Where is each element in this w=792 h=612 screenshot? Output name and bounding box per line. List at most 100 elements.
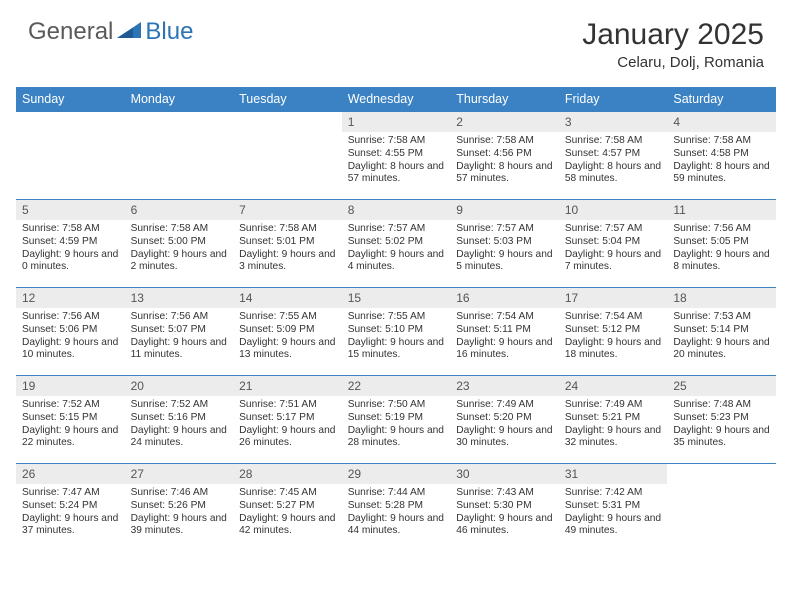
day-details: Sunrise: 7:44 AMSunset: 5:28 PMDaylight:… (342, 484, 451, 542)
day-details: Sunrise: 7:52 AMSunset: 5:16 PMDaylight:… (125, 396, 234, 454)
calendar-day-cell: 27Sunrise: 7:46 AMSunset: 5:26 PMDayligh… (125, 464, 234, 552)
calendar-week-row: 19Sunrise: 7:52 AMSunset: 5:15 PMDayligh… (16, 376, 776, 464)
dayname-header: Sunday (16, 87, 125, 112)
calendar-day-cell: 18Sunrise: 7:53 AMSunset: 5:14 PMDayligh… (667, 288, 776, 376)
calendar-day-cell: 1Sunrise: 7:58 AMSunset: 4:55 PMDaylight… (342, 112, 451, 200)
calendar-day-cell: 11Sunrise: 7:56 AMSunset: 5:05 PMDayligh… (667, 200, 776, 288)
calendar-day-cell (125, 112, 234, 200)
calendar-day-cell: 31Sunrise: 7:42 AMSunset: 5:31 PMDayligh… (559, 464, 668, 552)
day-number: 15 (342, 288, 451, 308)
day-details: Sunrise: 7:52 AMSunset: 5:15 PMDaylight:… (16, 396, 125, 454)
calendar-day-cell: 13Sunrise: 7:56 AMSunset: 5:07 PMDayligh… (125, 288, 234, 376)
day-details: Sunrise: 7:56 AMSunset: 5:06 PMDaylight:… (16, 308, 125, 366)
day-details: Sunrise: 7:42 AMSunset: 5:31 PMDaylight:… (559, 484, 668, 542)
day-number: 25 (667, 376, 776, 396)
brand-part2: Blue (145, 18, 193, 46)
dayname-header: Thursday (450, 87, 559, 112)
calendar-day-cell: 2Sunrise: 7:58 AMSunset: 4:56 PMDaylight… (450, 112, 559, 200)
calendar-day-cell: 30Sunrise: 7:43 AMSunset: 5:30 PMDayligh… (450, 464, 559, 552)
day-number: 9 (450, 200, 559, 220)
calendar-day-cell: 10Sunrise: 7:57 AMSunset: 5:04 PMDayligh… (559, 200, 668, 288)
day-number: 5 (16, 200, 125, 220)
calendar-day-cell: 6Sunrise: 7:58 AMSunset: 5:00 PMDaylight… (125, 200, 234, 288)
dayname-header: Friday (559, 87, 668, 112)
brand-part1: General (28, 18, 113, 46)
calendar-day-cell: 26Sunrise: 7:47 AMSunset: 5:24 PMDayligh… (16, 464, 125, 552)
calendar-day-cell: 12Sunrise: 7:56 AMSunset: 5:06 PMDayligh… (16, 288, 125, 376)
calendar-day-cell: 5Sunrise: 7:58 AMSunset: 4:59 PMDaylight… (16, 200, 125, 288)
day-details: Sunrise: 7:56 AMSunset: 5:05 PMDaylight:… (667, 220, 776, 278)
title-block: January 2025 Celaru, Dolj, Romania (582, 18, 764, 71)
day-details: Sunrise: 7:57 AMSunset: 5:02 PMDaylight:… (342, 220, 451, 278)
calendar-day-cell: 7Sunrise: 7:58 AMSunset: 5:01 PMDaylight… (233, 200, 342, 288)
day-details: Sunrise: 7:57 AMSunset: 5:04 PMDaylight:… (559, 220, 668, 278)
calendar-day-cell: 9Sunrise: 7:57 AMSunset: 5:03 PMDaylight… (450, 200, 559, 288)
day-details: Sunrise: 7:55 AMSunset: 5:10 PMDaylight:… (342, 308, 451, 366)
calendar-day-cell: 15Sunrise: 7:55 AMSunset: 5:10 PMDayligh… (342, 288, 451, 376)
day-number: 14 (233, 288, 342, 308)
page-title: January 2025 (582, 18, 764, 52)
calendar-table: SundayMondayTuesdayWednesdayThursdayFrid… (16, 87, 776, 552)
day-number: 8 (342, 200, 451, 220)
day-details: Sunrise: 7:58 AMSunset: 4:55 PMDaylight:… (342, 132, 451, 190)
day-number: 12 (16, 288, 125, 308)
calendar-day-cell: 3Sunrise: 7:58 AMSunset: 4:57 PMDaylight… (559, 112, 668, 200)
day-details: Sunrise: 7:55 AMSunset: 5:09 PMDaylight:… (233, 308, 342, 366)
day-details: Sunrise: 7:46 AMSunset: 5:26 PMDaylight:… (125, 484, 234, 542)
day-details: Sunrise: 7:50 AMSunset: 5:19 PMDaylight:… (342, 396, 451, 454)
day-number: 11 (667, 200, 776, 220)
calendar-day-cell: 24Sunrise: 7:49 AMSunset: 5:21 PMDayligh… (559, 376, 668, 464)
day-number: 4 (667, 112, 776, 132)
day-details: Sunrise: 7:45 AMSunset: 5:27 PMDaylight:… (233, 484, 342, 542)
day-number: 17 (559, 288, 668, 308)
calendar-day-cell: 21Sunrise: 7:51 AMSunset: 5:17 PMDayligh… (233, 376, 342, 464)
day-number: 26 (16, 464, 125, 484)
calendar-day-cell: 22Sunrise: 7:50 AMSunset: 5:19 PMDayligh… (342, 376, 451, 464)
calendar-day-cell: 23Sunrise: 7:49 AMSunset: 5:20 PMDayligh… (450, 376, 559, 464)
day-details: Sunrise: 7:58 AMSunset: 5:00 PMDaylight:… (125, 220, 234, 278)
day-number: 28 (233, 464, 342, 484)
calendar-day-cell (16, 112, 125, 200)
day-number: 20 (125, 376, 234, 396)
calendar-day-cell: 19Sunrise: 7:52 AMSunset: 5:15 PMDayligh… (16, 376, 125, 464)
day-number (233, 112, 342, 118)
day-number: 1 (342, 112, 451, 132)
calendar-day-cell: 14Sunrise: 7:55 AMSunset: 5:09 PMDayligh… (233, 288, 342, 376)
day-details: Sunrise: 7:54 AMSunset: 5:11 PMDaylight:… (450, 308, 559, 366)
day-details: Sunrise: 7:49 AMSunset: 5:20 PMDaylight:… (450, 396, 559, 454)
dayname-header: Saturday (667, 87, 776, 112)
calendar-week-row: 12Sunrise: 7:56 AMSunset: 5:06 PMDayligh… (16, 288, 776, 376)
header: General Blue January 2025 Celaru, Dolj, … (0, 0, 792, 79)
calendar-day-cell (233, 112, 342, 200)
day-details: Sunrise: 7:57 AMSunset: 5:03 PMDaylight:… (450, 220, 559, 278)
logo-triangle-icon (117, 20, 143, 45)
day-number: 30 (450, 464, 559, 484)
day-number (16, 112, 125, 118)
day-number: 19 (16, 376, 125, 396)
day-details: Sunrise: 7:58 AMSunset: 5:01 PMDaylight:… (233, 220, 342, 278)
day-number: 31 (559, 464, 668, 484)
day-number: 29 (342, 464, 451, 484)
day-details: Sunrise: 7:58 AMSunset: 4:58 PMDaylight:… (667, 132, 776, 190)
day-number: 24 (559, 376, 668, 396)
location-text: Celaru, Dolj, Romania (582, 54, 764, 71)
day-details: Sunrise: 7:58 AMSunset: 4:56 PMDaylight:… (450, 132, 559, 190)
day-number: 6 (125, 200, 234, 220)
day-details: Sunrise: 7:47 AMSunset: 5:24 PMDaylight:… (16, 484, 125, 542)
calendar-week-row: 26Sunrise: 7:47 AMSunset: 5:24 PMDayligh… (16, 464, 776, 552)
calendar-day-cell: 17Sunrise: 7:54 AMSunset: 5:12 PMDayligh… (559, 288, 668, 376)
brand-logo: General Blue (28, 18, 193, 46)
day-number (125, 112, 234, 118)
calendar-week-row: 1Sunrise: 7:58 AMSunset: 4:55 PMDaylight… (16, 112, 776, 200)
dayname-header: Wednesday (342, 87, 451, 112)
dayname-header: Tuesday (233, 87, 342, 112)
calendar-day-cell: 4Sunrise: 7:58 AMSunset: 4:58 PMDaylight… (667, 112, 776, 200)
day-number: 27 (125, 464, 234, 484)
calendar-day-cell: 29Sunrise: 7:44 AMSunset: 5:28 PMDayligh… (342, 464, 451, 552)
day-number: 10 (559, 200, 668, 220)
day-details: Sunrise: 7:48 AMSunset: 5:23 PMDaylight:… (667, 396, 776, 454)
day-details: Sunrise: 7:49 AMSunset: 5:21 PMDaylight:… (559, 396, 668, 454)
day-number: 13 (125, 288, 234, 308)
calendar-week-row: 5Sunrise: 7:58 AMSunset: 4:59 PMDaylight… (16, 200, 776, 288)
calendar-day-cell: 28Sunrise: 7:45 AMSunset: 5:27 PMDayligh… (233, 464, 342, 552)
